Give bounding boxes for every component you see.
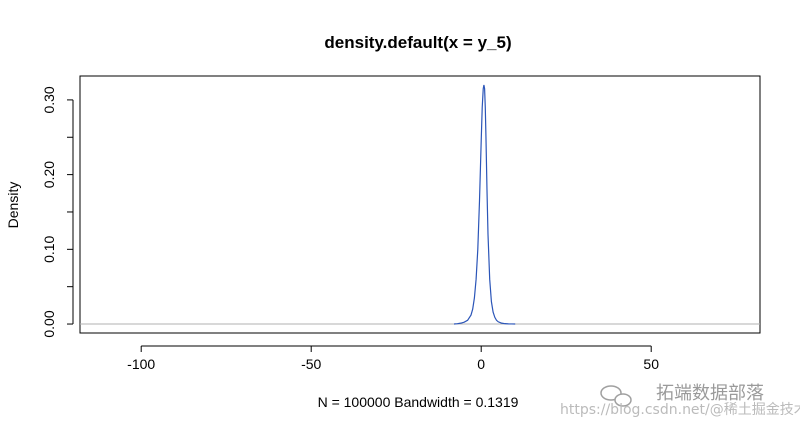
y-tick-label: 0.10 bbox=[41, 235, 57, 262]
y-axis-label: Density bbox=[5, 182, 21, 229]
watermark-brand: 拓端数据部落 bbox=[656, 383, 764, 404]
plot-area bbox=[80, 84, 760, 325]
wechat-icon bbox=[600, 385, 632, 407]
x-axis-label: N = 100000 Bandwidth = 0.1319 bbox=[318, 394, 519, 410]
y-tick-label: 0.00 bbox=[41, 310, 57, 337]
y-tick-label: 0.30 bbox=[41, 86, 57, 113]
x-tick-label: 0 bbox=[477, 356, 485, 372]
density-curve-0 bbox=[453, 84, 516, 325]
watermark: 拓端数据部落 https://blog.csdn.net/@稀土掘金技术社区 bbox=[560, 383, 800, 418]
plot-frame bbox=[79, 75, 761, 334]
chart-title: density.default(x = y_5) bbox=[324, 33, 511, 52]
axes: -100 -50 0 50 0.00 0.10 0.20 0.30 bbox=[41, 86, 659, 372]
x-tick-label: -50 bbox=[301, 356, 321, 372]
x-tick-label: -100 bbox=[127, 356, 155, 372]
x-tick-label: 50 bbox=[643, 356, 659, 372]
y-tick-label: 0.20 bbox=[41, 161, 57, 188]
watermark-url: https://blog.csdn.net/@稀土掘金技术社区 bbox=[560, 402, 800, 418]
